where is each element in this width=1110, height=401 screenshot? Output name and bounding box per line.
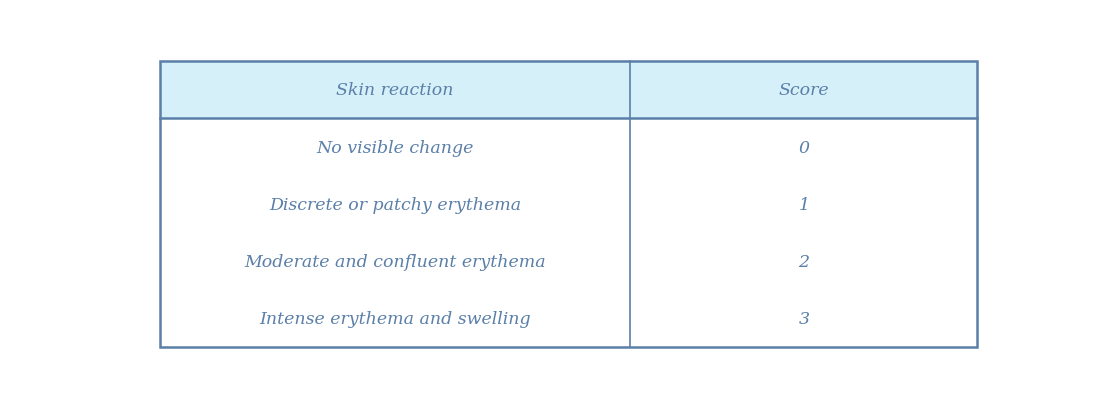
Text: 0: 0	[798, 139, 809, 156]
Text: No visible change: No visible change	[316, 139, 474, 156]
Text: 1: 1	[798, 196, 809, 213]
Text: Score: Score	[778, 82, 829, 99]
Text: 2: 2	[798, 253, 809, 270]
Text: Moderate and confluent erythema: Moderate and confluent erythema	[244, 253, 546, 270]
Bar	[160, 62, 978, 119]
Text: 3: 3	[798, 311, 809, 328]
Text: Intense erythema and swelling: Intense erythema and swelling	[260, 311, 531, 328]
Text: Skin reaction: Skin reaction	[336, 82, 454, 99]
Text: Discrete or patchy erythema: Discrete or patchy erythema	[269, 196, 522, 213]
